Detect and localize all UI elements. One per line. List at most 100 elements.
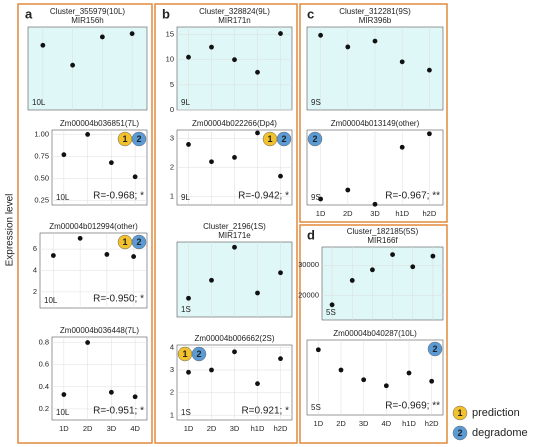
point (186, 295, 191, 301)
sample-label: 10L (56, 408, 70, 417)
point (349, 278, 355, 283)
point (85, 132, 91, 137)
subplot-title: Cluster_355979(10L) (50, 7, 125, 16)
y-tick-label: 20000 (298, 291, 319, 300)
plot-background (27, 26, 148, 111)
point (50, 253, 56, 258)
y-tick-label: 10 (166, 55, 174, 64)
point (255, 69, 260, 75)
badge-text: 2 (281, 134, 286, 144)
point (315, 347, 321, 353)
subplot-title: MIR166f (367, 236, 398, 245)
y-tick-label: 0.75 (34, 151, 49, 160)
point (255, 381, 260, 387)
point (278, 31, 283, 36)
subplot-title: Zm00004b036851(7L) (60, 119, 140, 128)
point (427, 67, 432, 73)
x-tick-label: h1D (251, 424, 265, 433)
y-tick-label: 0.6 (39, 360, 49, 369)
badge (131, 234, 147, 250)
x-tick-label: 1D (314, 419, 324, 428)
x-tick-label: 2D (336, 419, 346, 428)
point (232, 57, 237, 63)
sample-label: 10L (44, 296, 58, 305)
panel-box (299, 3, 448, 223)
x-tick-label: 1D (59, 424, 69, 433)
point (427, 131, 432, 137)
badge-text: 1 (122, 134, 127, 144)
subplot-title: Zm00004b006662(2S) (194, 334, 274, 343)
y-tick-label: 1.00 (34, 129, 49, 138)
panel-box (154, 3, 298, 444)
badge (131, 131, 147, 147)
point (186, 369, 191, 375)
badge (427, 341, 443, 357)
y-axis-label: Expression level (5, 194, 16, 267)
sample-label: 9S (311, 98, 321, 107)
stat-label: R=-0.950; * (93, 294, 144, 305)
subplot-title: Cluster_328824(9L) (199, 7, 270, 16)
y-tick-label: 2 (170, 162, 174, 171)
badge-text: 1 (267, 134, 272, 144)
point (345, 187, 351, 193)
point (430, 253, 436, 259)
point (131, 254, 137, 259)
point (318, 32, 323, 38)
point (370, 267, 375, 273)
point (132, 394, 138, 400)
x-tick-label: 4D (382, 419, 392, 428)
y-tick-label: 2 (33, 287, 37, 296)
subplot-title: Cluster_2196(1S) (203, 222, 266, 231)
point (108, 160, 114, 166)
sample-label: 5S (311, 403, 321, 412)
point (186, 54, 191, 60)
panel-letter: d (307, 227, 315, 242)
sample-label: 1S (181, 305, 191, 314)
point (361, 377, 367, 383)
x-tick-label: 3D (107, 424, 117, 433)
badge-text: 2 (432, 344, 437, 354)
point (85, 340, 91, 345)
stat-label: R=-0.969; ** (385, 401, 440, 412)
sample-label: 10L (32, 98, 46, 107)
badge (276, 131, 292, 147)
x-tick-label: h2D (423, 209, 437, 218)
panel-letter: b (162, 6, 170, 21)
sample-label: 9L (181, 98, 190, 107)
y-tick-label: 0.50 (34, 174, 49, 183)
subplot-title: MIR396b (359, 16, 392, 25)
sample-label: 1S (181, 408, 191, 417)
y-tick-label: 3 (170, 134, 174, 143)
point (429, 378, 435, 384)
panel-letter: c (307, 6, 314, 21)
x-tick-label: 2D (207, 424, 217, 433)
badge-text: 2 (312, 134, 317, 144)
point (108, 389, 114, 395)
x-tick-label: h1D (402, 419, 416, 428)
point (209, 159, 214, 165)
sample-label: 10L (56, 193, 70, 202)
point (278, 173, 283, 179)
point (278, 270, 283, 276)
point (372, 38, 378, 44)
x-tick-label: 1D (184, 424, 194, 433)
point (209, 44, 214, 50)
sample-label: 9S (311, 193, 321, 202)
legend-badge-text: 2 (457, 428, 462, 438)
point (132, 174, 138, 180)
point (99, 34, 105, 40)
stat-label: R=-0.967; ** (385, 191, 440, 202)
y-tick-label: 4 (33, 265, 37, 274)
point (77, 235, 83, 241)
point (255, 130, 260, 136)
panel-box (17, 3, 153, 444)
point (61, 392, 67, 397)
subplot-title: MIR156h (71, 16, 103, 25)
y-tick-label: 5 (170, 80, 174, 89)
point (338, 367, 344, 373)
plot-background (306, 339, 444, 416)
sample-label: 5S (326, 308, 336, 317)
x-tick-label: h2D (425, 419, 439, 428)
x-tick-label: h1D (395, 209, 409, 218)
